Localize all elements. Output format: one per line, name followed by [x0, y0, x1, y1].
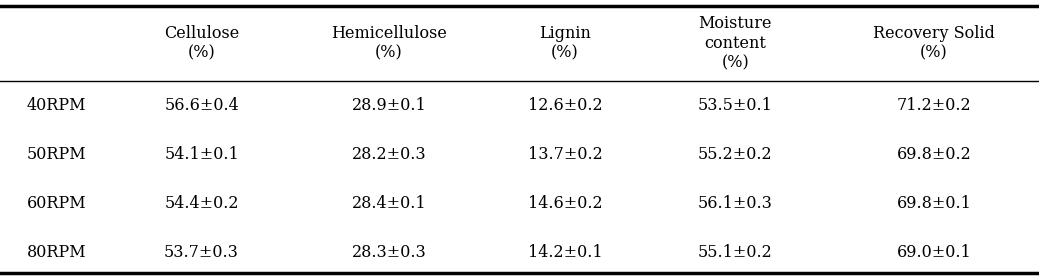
- Text: 69.0±0.1: 69.0±0.1: [897, 244, 971, 261]
- Text: Recovery Solid
(%): Recovery Solid (%): [873, 25, 995, 62]
- Text: 13.7±0.2: 13.7±0.2: [528, 146, 603, 163]
- Text: 55.2±0.2: 55.2±0.2: [698, 146, 773, 163]
- Text: 50RPM: 50RPM: [27, 146, 86, 163]
- Text: 56.6±0.4: 56.6±0.4: [164, 97, 239, 114]
- Text: 80RPM: 80RPM: [27, 244, 86, 261]
- Text: Lignin
(%): Lignin (%): [539, 25, 591, 62]
- Text: 71.2±0.2: 71.2±0.2: [897, 97, 971, 114]
- Text: Cellulose
(%): Cellulose (%): [164, 25, 239, 62]
- Text: 54.1±0.1: 54.1±0.1: [164, 146, 239, 163]
- Text: 69.8±0.1: 69.8±0.1: [897, 195, 971, 212]
- Text: 53.5±0.1: 53.5±0.1: [698, 97, 773, 114]
- Text: 28.9±0.1: 28.9±0.1: [351, 97, 426, 114]
- Text: 55.1±0.2: 55.1±0.2: [698, 244, 773, 261]
- Text: 69.8±0.2: 69.8±0.2: [897, 146, 971, 163]
- Text: 14.6±0.2: 14.6±0.2: [528, 195, 603, 212]
- Text: 40RPM: 40RPM: [27, 97, 86, 114]
- Text: 14.2±0.1: 14.2±0.1: [528, 244, 603, 261]
- Text: 12.6±0.2: 12.6±0.2: [528, 97, 603, 114]
- Text: 56.1±0.3: 56.1±0.3: [698, 195, 773, 212]
- Text: 53.7±0.3: 53.7±0.3: [164, 244, 239, 261]
- Text: 60RPM: 60RPM: [27, 195, 86, 212]
- Text: Hemicellulose
(%): Hemicellulose (%): [331, 25, 447, 62]
- Text: 28.4±0.1: 28.4±0.1: [351, 195, 426, 212]
- Text: 54.4±0.2: 54.4±0.2: [164, 195, 239, 212]
- Text: 28.3±0.3: 28.3±0.3: [351, 244, 426, 261]
- Text: 28.2±0.3: 28.2±0.3: [351, 146, 426, 163]
- Text: Moisture
content
(%): Moisture content (%): [698, 15, 772, 72]
